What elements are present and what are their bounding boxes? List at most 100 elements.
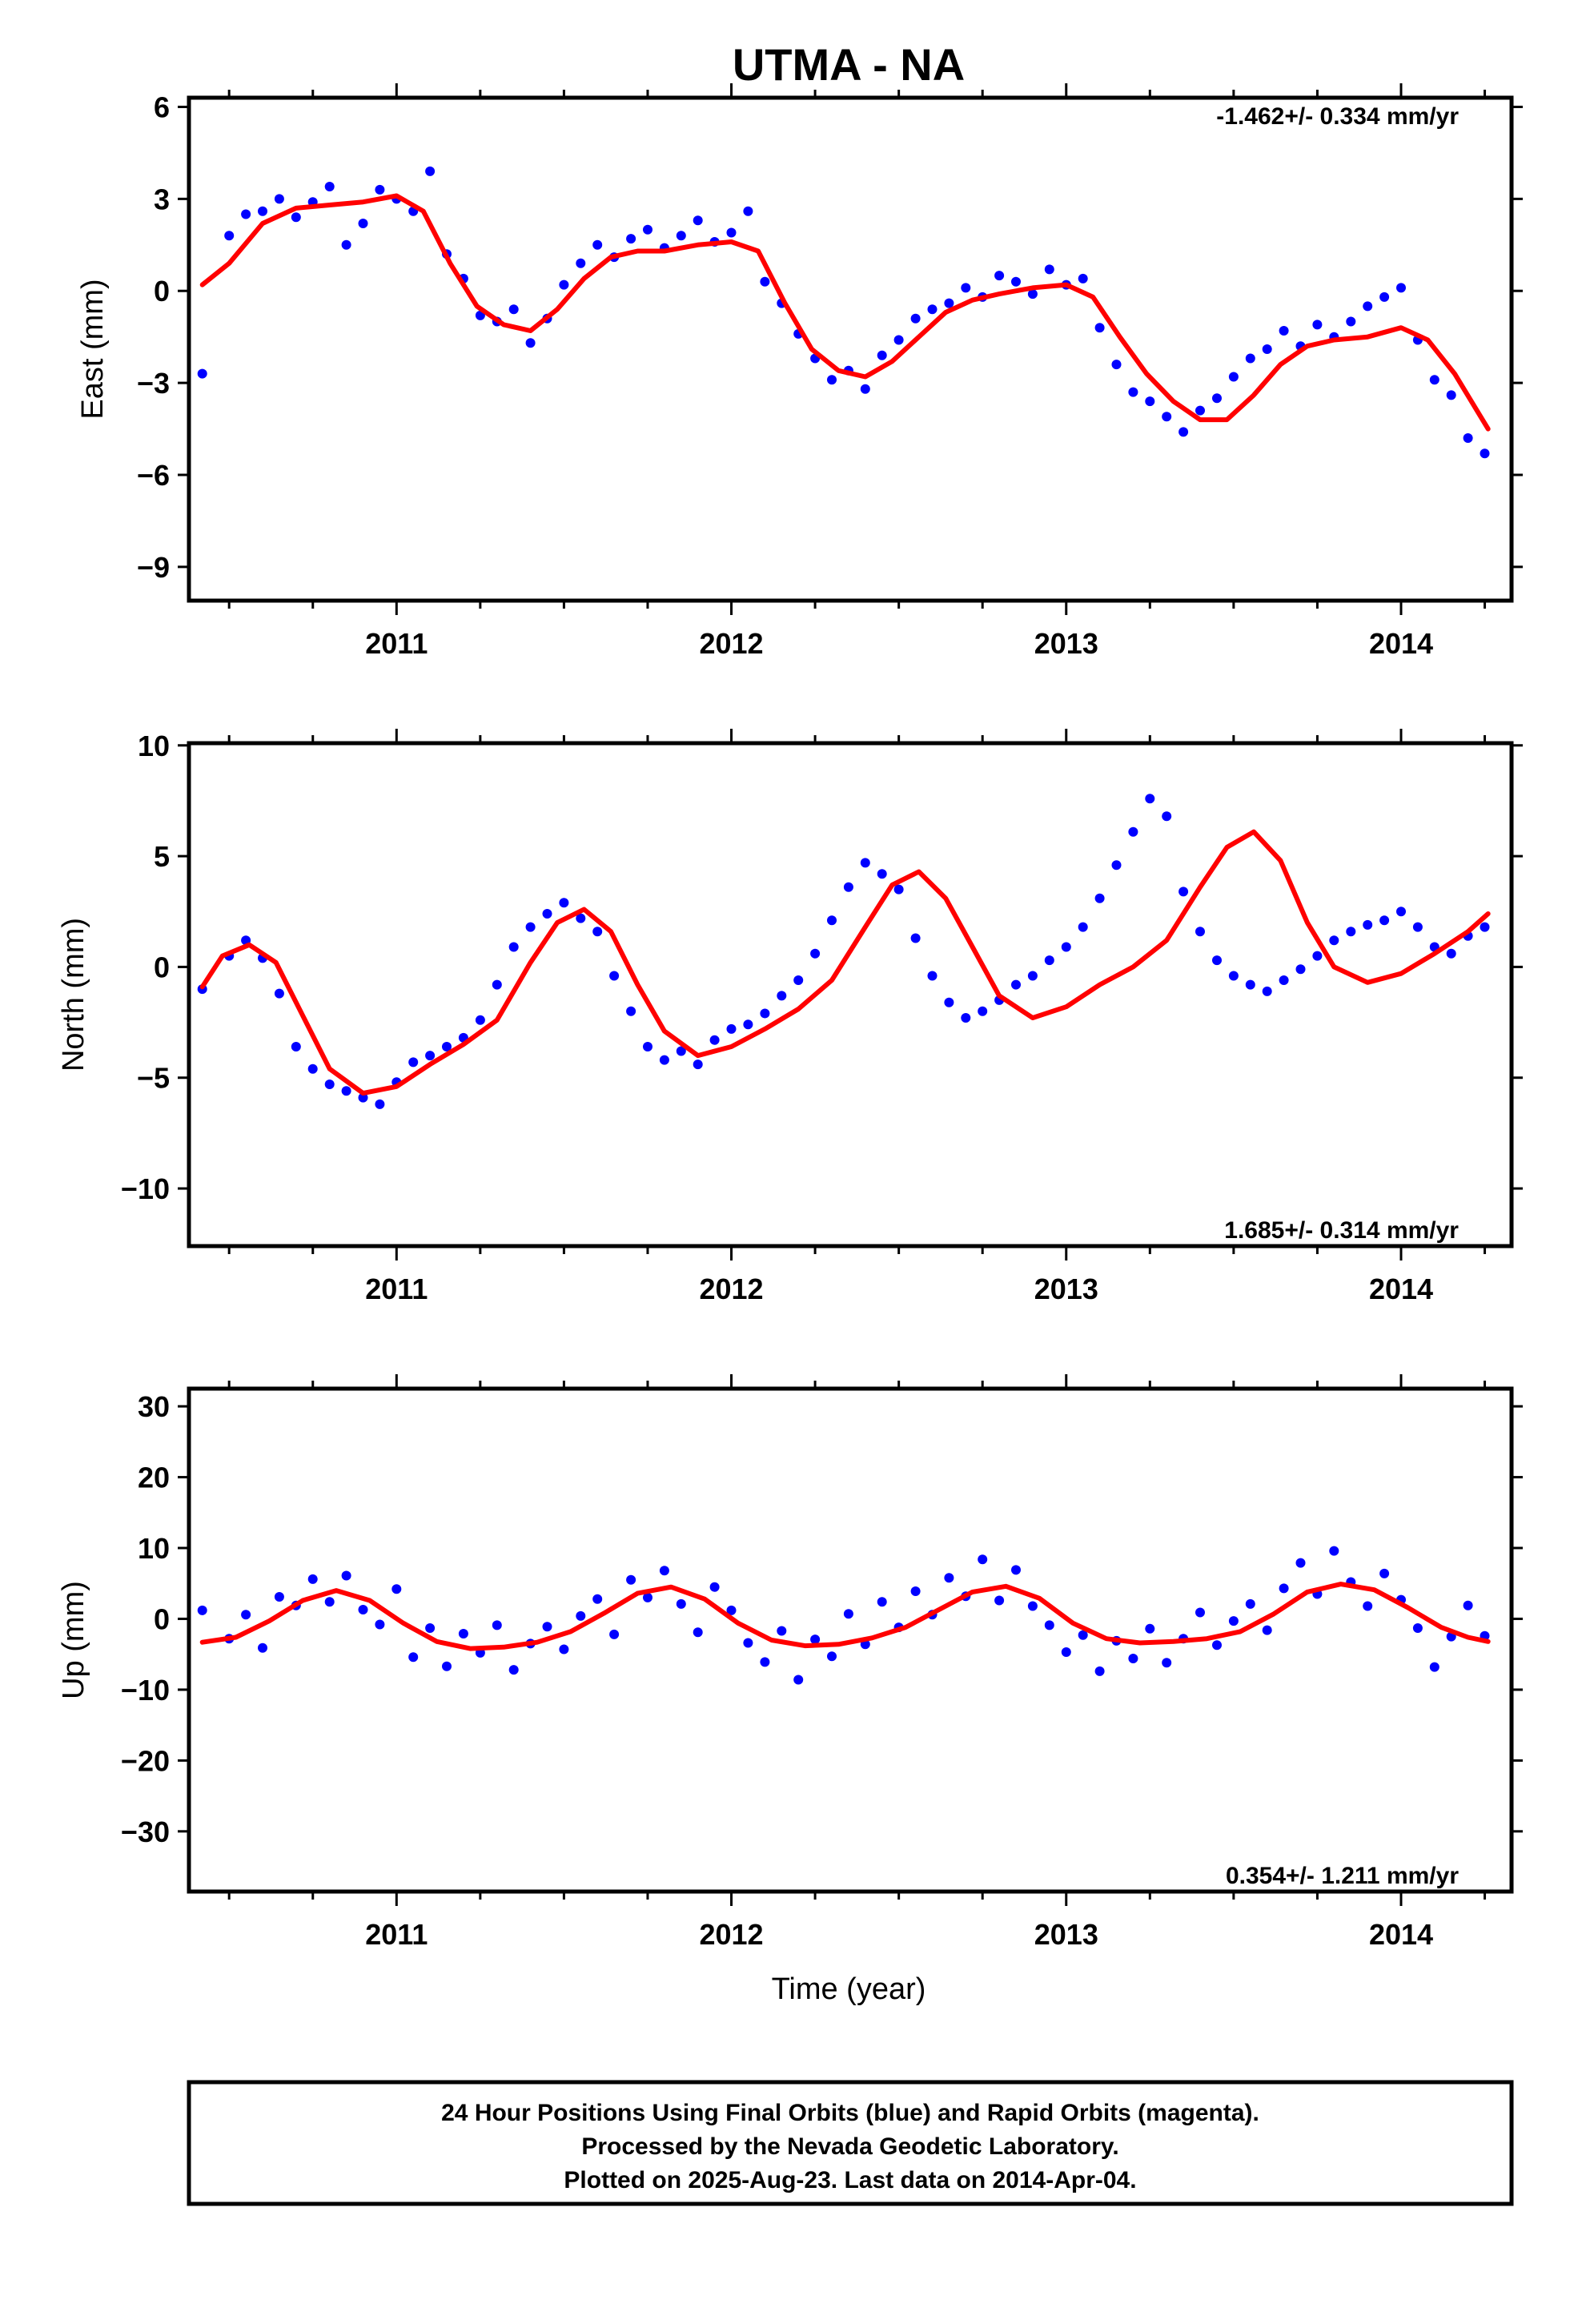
north-point bbox=[1480, 922, 1490, 932]
north-point bbox=[760, 1008, 770, 1019]
up-point bbox=[274, 1592, 284, 1602]
up-xtick-label: 2014 bbox=[1369, 1918, 1433, 1951]
east-point bbox=[425, 166, 436, 176]
up-ytick-labels: 30 20 10 0 −10 −20 −30 bbox=[121, 1390, 170, 1848]
east-point bbox=[1346, 316, 1356, 327]
up-point bbox=[793, 1675, 804, 1685]
north-ytick-label: −5 bbox=[137, 1062, 170, 1095]
east-point bbox=[1044, 264, 1054, 275]
east-point bbox=[693, 215, 703, 226]
east-ytick-label: 3 bbox=[154, 183, 170, 215]
north-point bbox=[676, 1046, 686, 1056]
east-point bbox=[1363, 301, 1373, 312]
up-point bbox=[843, 1609, 853, 1619]
east-point bbox=[1463, 433, 1473, 443]
north-point bbox=[576, 913, 586, 923]
north-point bbox=[1279, 975, 1289, 985]
north-point bbox=[1262, 986, 1272, 996]
north-point bbox=[643, 1042, 652, 1051]
east-point bbox=[944, 298, 954, 308]
up-point bbox=[1463, 1600, 1473, 1610]
east-point bbox=[1379, 292, 1390, 302]
up-point bbox=[592, 1594, 603, 1604]
east-point bbox=[1245, 353, 1255, 364]
east-point bbox=[375, 184, 385, 195]
east-point bbox=[241, 209, 251, 219]
up-point bbox=[542, 1622, 552, 1632]
east-point bbox=[994, 271, 1005, 281]
north-point bbox=[659, 1055, 669, 1065]
up-point bbox=[1094, 1666, 1105, 1676]
north-point bbox=[1145, 794, 1155, 804]
up-point bbox=[777, 1626, 787, 1636]
north-point bbox=[1346, 927, 1356, 937]
north-point bbox=[827, 915, 837, 926]
up-point bbox=[1363, 1601, 1373, 1611]
up-point bbox=[307, 1574, 318, 1584]
up-point bbox=[810, 1634, 821, 1645]
east-point bbox=[291, 212, 301, 223]
north-rate-label: 1.685+/- 0.314 mm/yr bbox=[1224, 1217, 1459, 1244]
east-point bbox=[224, 231, 235, 241]
east-ticks bbox=[178, 83, 1523, 615]
up-ytick-label: 10 bbox=[138, 1532, 170, 1565]
north-point bbox=[978, 1006, 988, 1016]
up-point bbox=[1027, 1601, 1038, 1611]
north-point bbox=[375, 1099, 385, 1109]
east-point bbox=[324, 182, 335, 191]
east-point bbox=[592, 239, 603, 250]
north-point bbox=[877, 869, 887, 879]
north-point bbox=[291, 1042, 301, 1051]
north-ytick-label: 10 bbox=[138, 730, 170, 762]
east-point bbox=[1396, 283, 1406, 293]
north-xtick-label: 2014 bbox=[1369, 1273, 1433, 1305]
up-ylabel: Up (mm) bbox=[57, 1581, 90, 1699]
north-xtick-labels: 2011 2012 2013 2014 bbox=[365, 1273, 1433, 1305]
north-point bbox=[1245, 979, 1255, 990]
north-point bbox=[1027, 971, 1038, 981]
north-point bbox=[475, 1015, 485, 1025]
figure-title: UTMA - NA bbox=[733, 39, 965, 90]
east-point bbox=[626, 234, 636, 244]
up-point bbox=[994, 1595, 1005, 1606]
north-ytick-label: 0 bbox=[154, 951, 170, 983]
north-ylabel: North (mm) bbox=[57, 918, 90, 1072]
east-rate-label: -1.462+/- 0.334 mm/yr bbox=[1216, 103, 1459, 130]
up-ytick-label: −30 bbox=[121, 1815, 170, 1848]
north-point bbox=[1446, 948, 1456, 959]
up-point bbox=[1429, 1662, 1439, 1672]
up-point bbox=[643, 1592, 652, 1602]
east-point bbox=[1027, 289, 1038, 300]
east-point bbox=[1228, 372, 1239, 382]
up-point bbox=[978, 1554, 988, 1565]
up-rate-label: 0.354+/- 1.211 mm/yr bbox=[1226, 1863, 1459, 1889]
up-ticks bbox=[178, 1374, 1523, 1906]
x-axis-label: Time (year) bbox=[772, 1972, 926, 2006]
east-ytick-label: 0 bbox=[154, 275, 170, 308]
north-point bbox=[609, 971, 620, 981]
east-point bbox=[1011, 276, 1021, 287]
up-point bbox=[1162, 1658, 1172, 1668]
north-point bbox=[893, 884, 904, 895]
east-frame bbox=[187, 95, 1514, 603]
north-point bbox=[726, 1023, 737, 1034]
east-point bbox=[743, 206, 753, 216]
east-point bbox=[274, 194, 284, 204]
north-ytick-labels: 10 5 0 −5 −10 bbox=[121, 730, 170, 1205]
north-point bbox=[843, 882, 853, 892]
up-point bbox=[576, 1610, 586, 1621]
east-point bbox=[1162, 412, 1172, 422]
north-point bbox=[1212, 955, 1222, 966]
north-frame bbox=[187, 741, 1514, 1248]
up-point bbox=[1044, 1620, 1054, 1630]
east-model-line bbox=[199, 193, 1491, 432]
east-point bbox=[1078, 273, 1088, 283]
east-point bbox=[1212, 393, 1222, 404]
up-point bbox=[241, 1610, 251, 1620]
east-point bbox=[1312, 320, 1323, 330]
north-point bbox=[442, 1042, 452, 1051]
east-point bbox=[910, 313, 921, 324]
up-point bbox=[1279, 1583, 1289, 1594]
east-point bbox=[827, 375, 837, 385]
north-ticks bbox=[178, 729, 1523, 1261]
